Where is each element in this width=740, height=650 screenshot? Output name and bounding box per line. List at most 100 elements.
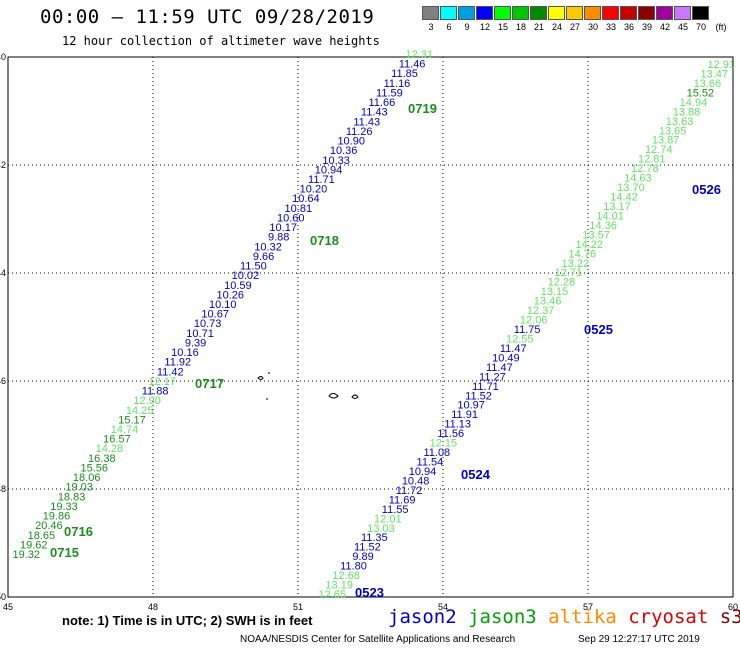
pass-time-label: 0525: [584, 322, 613, 337]
swh-value-label: 11.47: [500, 343, 527, 355]
pass-time-label: 0719: [408, 101, 437, 116]
swh-value-label: 11.27: [479, 371, 506, 383]
swh-value-label: 10.73: [194, 318, 222, 330]
legend-swatch: [512, 6, 529, 20]
swh-value-label: 14.94: [680, 97, 708, 109]
swh-value-label: 13.46: [534, 296, 562, 308]
swh-value-label: 12.15: [430, 438, 458, 450]
swh-value-label: 12.17: [149, 376, 177, 388]
swh-value-label: 11.91: [451, 409, 478, 421]
swh-value-label: 13.17: [603, 201, 631, 213]
swh-value-label: 11.69: [389, 494, 416, 506]
legend-swatch: [566, 6, 583, 20]
legend-swatch: [458, 6, 475, 20]
legend-label: 30: [587, 22, 598, 32]
legend-label: 39: [641, 22, 652, 32]
swh-value-label: 12.37: [527, 305, 555, 317]
swh-value-label: 16.38: [88, 453, 116, 465]
legend-label: 70: [695, 22, 706, 32]
swh-value-label: 19.62: [20, 539, 48, 551]
swh-value-label: 11.47: [486, 362, 513, 374]
swh-value-label: 12.68: [332, 570, 360, 582]
swh-value-label: 14.01: [596, 210, 624, 222]
swh-value-label: 10.02: [232, 270, 260, 282]
satellite-name-s3a: s3a: [719, 606, 740, 628]
pass-time-label: 0718: [310, 233, 339, 248]
swh-value-label: 11.43: [361, 107, 388, 119]
swh-value-label: 19.32: [12, 549, 40, 561]
legend-swatch: [530, 6, 547, 20]
swh-value-label: 11.35: [361, 532, 388, 544]
swh-value-label: 14.42: [610, 192, 638, 204]
swh-value-label: 9.66: [253, 251, 274, 263]
legend-swatch: [692, 6, 709, 20]
swh-value-label: 19.33: [50, 501, 78, 513]
satellite-legend: jason2 jason3 altika cryosat s3a: [388, 606, 740, 628]
swh-value-label: 15.52: [687, 87, 715, 99]
swh-value-label: 13.03: [367, 523, 395, 535]
island-outline: [328, 393, 339, 399]
satellite-tracks: 12.3111.4611.8511.1611.5911.6611.4311.43…: [12, 49, 735, 601]
pass-time-label: 0523: [355, 585, 384, 600]
swh-value-label: 12.90: [133, 395, 161, 407]
lat-tick-label: -44: [0, 268, 6, 278]
credit-text: NOAA/NESDIS Center for Satellite Applica…: [240, 634, 516, 645]
swh-value-label: 18.65: [28, 530, 56, 542]
swh-value-label: 10.64: [292, 193, 320, 205]
legend-label: 9: [464, 22, 470, 32]
swh-value-label: 10.10: [209, 299, 237, 311]
swh-value-label: 11.80: [340, 561, 367, 573]
swh-value-label: 12.55: [506, 333, 534, 345]
swh-value-label: 11.54: [417, 457, 444, 469]
generation-timestamp: Sep 29 12:27:17 UTC 2019: [578, 634, 700, 645]
swh-value-label: 10.32: [254, 241, 282, 253]
swh-value-label: 11.13: [444, 419, 471, 431]
swh-value-label: 10.17: [269, 222, 297, 234]
swh-value-label: 12.06: [520, 315, 548, 327]
swh-value-label: 10.81: [285, 203, 313, 215]
swh-value-label: 10.97: [457, 400, 485, 412]
swh-value-label: 13.15: [541, 286, 569, 298]
satellite-name-altika: altika: [548, 606, 629, 628]
legend-label: 21: [533, 22, 544, 32]
lat-tick-label: -40: [0, 52, 6, 62]
swh-value-label: 14.63: [624, 173, 652, 185]
legend-label: 36: [623, 22, 634, 32]
satellite-name-jason3: jason3: [468, 606, 549, 628]
swh-value-label: 19.03: [65, 482, 93, 494]
swh-value-label: 19.86: [43, 511, 71, 523]
swh-value-label: 18.83: [58, 491, 86, 503]
swh-value-label: 11.50: [240, 261, 267, 273]
swh-value-label: 13.87: [652, 135, 680, 147]
island-outline: [257, 376, 264, 380]
footer-note: note: 1) Time is in UTC; 2) SWH is in fe…: [62, 613, 313, 628]
pass-time-label: 0716: [64, 524, 93, 539]
swh-value-label: 10.94: [409, 466, 437, 478]
swh-value-label: 15.56: [80, 462, 108, 474]
swh-value-label: 12.71: [555, 267, 583, 279]
swh-value-label: 13.63: [666, 116, 694, 128]
swh-value-label: 10.36: [330, 145, 358, 157]
legend-label: 45: [677, 22, 688, 32]
swh-value-label: 13.47: [701, 68, 729, 80]
map-title: 00:00 – 11:59 UTC 09/28/2019: [40, 6, 375, 28]
swh-value-label: 11.72: [396, 485, 423, 497]
lon-tick-label: 45: [3, 602, 13, 612]
legend-swatch: [638, 6, 655, 20]
swh-value-label: 10.94: [315, 164, 343, 176]
swh-value-label: 12.28: [548, 277, 576, 289]
pass-time-label: 0526: [692, 182, 721, 197]
legend-label: 18: [515, 22, 526, 32]
swh-value-label: 16.57: [103, 434, 131, 446]
pass-time-label: 0524: [461, 467, 491, 482]
swh-value-label: 12.81: [638, 154, 666, 166]
swh-value-label: 13.22: [562, 258, 590, 270]
swh-value-label: 10.59: [224, 280, 252, 292]
map-grid: 45 48 51 54 57 60 -40 -42 -44 -46 -48 -50: [0, 52, 738, 612]
swh-value-label: 14.76: [569, 248, 597, 260]
swh-value-label: 10.67: [201, 309, 229, 321]
legend-swatch: [422, 6, 439, 20]
swh-value-label: 11.66: [368, 97, 395, 109]
legend-swatch: [674, 6, 691, 20]
satellite-name-jason2: jason2: [388, 606, 469, 628]
